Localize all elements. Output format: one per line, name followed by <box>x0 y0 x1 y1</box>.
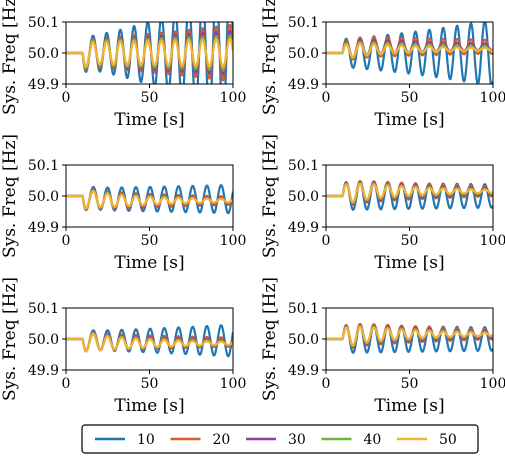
y-tick-label: 49.9 <box>288 77 319 93</box>
x-tick-label: 50 <box>141 90 159 106</box>
x-axis-label: Time [s] <box>374 110 444 130</box>
y-tick-label: 49.9 <box>28 220 59 236</box>
series-line-10 <box>66 22 233 84</box>
subplot: 0 50 100 49.9 50.0 50.1 Time [s] Sys. Freq [Hz] <box>0 0 246 130</box>
x-axis-label: Time [s] <box>114 253 184 273</box>
y-tick-label: 50.0 <box>288 46 319 62</box>
series-line-10 <box>66 324 233 358</box>
series-line-10 <box>326 22 493 84</box>
x-tick-label: 50 <box>141 233 159 249</box>
x-tick-label: 0 <box>322 90 331 106</box>
x-axis-label: Time [s] <box>114 396 184 416</box>
y-tick-label: 50.1 <box>288 15 319 31</box>
series-group <box>326 179 493 211</box>
x-tick-label: 0 <box>322 376 331 392</box>
x-tick-label: 50 <box>141 376 159 392</box>
series-group <box>326 322 493 354</box>
x-tick-label: 0 <box>62 233 71 249</box>
y-axis-label: Sys. Freq [Hz] <box>0 0 20 115</box>
series-group <box>326 22 493 84</box>
y-axis-label: Sys. Freq [Hz] <box>0 134 20 258</box>
series-line-20 <box>326 36 493 61</box>
x-tick-label: 100 <box>480 90 505 106</box>
y-axis-label: Sys. Freq [Hz] <box>260 134 280 258</box>
subplot: 0 50 100 49.9 50.0 50.1 Time [s] Sys. Freq [Hz] <box>260 0 505 130</box>
series-line-50 <box>326 325 493 347</box>
series-group <box>66 184 233 215</box>
x-tick-label: 50 <box>401 90 419 106</box>
series-group <box>66 22 233 84</box>
y-tick-label: 49.9 <box>28 77 59 93</box>
x-tick-label: 50 <box>401 233 419 249</box>
series-line-50 <box>326 182 493 204</box>
series-line-10 <box>66 184 233 215</box>
legend-label: 40 <box>364 432 382 448</box>
subplot: 0 50 100 49.9 50.0 50.1 Time [s] Sys. Freq [Hz] <box>0 277 246 416</box>
subplot: 0 50 100 49.9 50.0 50.1 Time [s] Sys. Freq [Hz] <box>260 134 505 273</box>
legend-label: 50 <box>439 432 457 448</box>
legend-label: 20 <box>213 432 231 448</box>
x-tick-label: 100 <box>480 233 505 249</box>
legend-frame <box>81 424 479 454</box>
y-axis-label: Sys. Freq [Hz] <box>260 277 280 401</box>
subplot: 0 50 100 49.9 50.0 50.1 Time [s] Sys. Freq [Hz] <box>0 134 246 273</box>
y-tick-label: 50.0 <box>288 189 319 205</box>
legend-label: 30 <box>288 432 306 448</box>
y-axis-label: Sys. Freq [Hz] <box>0 277 20 401</box>
series-line-10 <box>326 181 493 211</box>
x-tick-label: 100 <box>480 376 505 392</box>
series-line-50 <box>66 189 233 210</box>
x-axis-label: Time [s] <box>374 253 444 273</box>
y-tick-label: 49.9 <box>288 363 319 379</box>
x-axis-label: Time [s] <box>114 110 184 130</box>
y-tick-label: 50.1 <box>28 15 59 31</box>
x-tick-label: 0 <box>62 376 71 392</box>
x-tick-label: 0 <box>62 90 71 106</box>
x-tick-label: 100 <box>220 90 247 106</box>
y-tick-label: 50.1 <box>288 301 319 317</box>
y-tick-label: 50.1 <box>288 158 319 174</box>
x-tick-label: 0 <box>322 233 331 249</box>
x-tick-label: 100 <box>220 376 247 392</box>
y-tick-label: 49.9 <box>28 363 59 379</box>
series-line-10 <box>326 324 493 354</box>
series-line-50 <box>66 37 233 69</box>
x-tick-label: 50 <box>401 376 419 392</box>
subplot: 0 50 100 49.9 50.0 50.1 Time [s] Sys. Freq [Hz] <box>260 277 505 416</box>
series-group <box>66 324 233 358</box>
y-axis-label: Sys. Freq [Hz] <box>260 0 280 115</box>
y-tick-label: 50.1 <box>28 301 59 317</box>
series-line-50 <box>326 42 493 59</box>
series-line-50 <box>66 332 233 353</box>
panel-grid: 0 50 100 49.9 50.0 50.1 Time [s] Sys. Freq [Hz]… <box>0 0 505 416</box>
y-tick-label: 50.0 <box>288 332 319 348</box>
x-tick-label: 100 <box>220 233 247 249</box>
y-tick-label: 50.0 <box>28 46 59 62</box>
x-axis-label: Time [s] <box>374 396 444 416</box>
y-tick-label: 50.1 <box>28 158 59 174</box>
y-tick-label: 49.9 <box>288 220 319 236</box>
y-tick-label: 50.0 <box>28 189 59 205</box>
legend: 10 20 30 40 50 <box>81 424 479 454</box>
y-tick-label: 50.0 <box>28 332 59 348</box>
legend-label: 10 <box>137 432 155 448</box>
